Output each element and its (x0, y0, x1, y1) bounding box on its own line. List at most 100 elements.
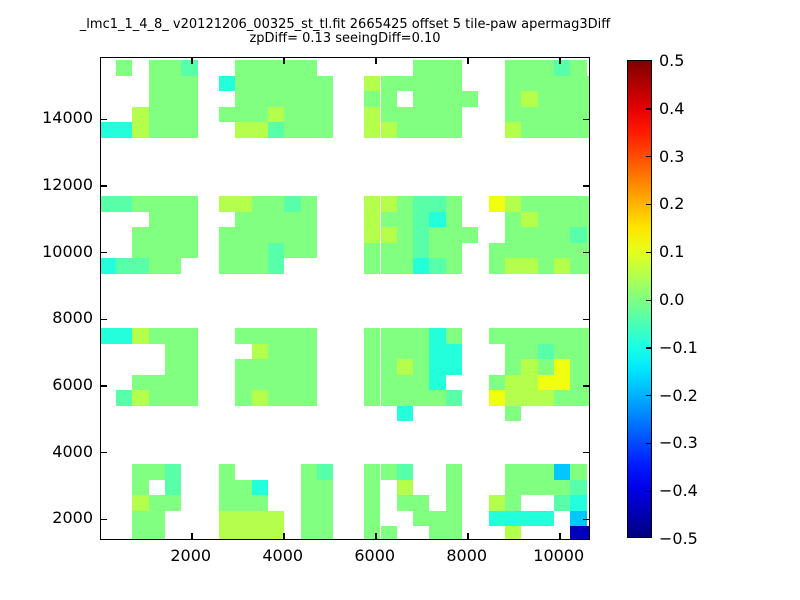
heatmap-cell (505, 405, 522, 422)
heatmap-cell (445, 495, 463, 511)
y-tick-label: 2000 (52, 508, 93, 528)
heatmap-cell (284, 91, 301, 107)
heatmap-cell (148, 328, 166, 344)
heatmap-cell (537, 106, 555, 123)
heatmap-cell (364, 390, 381, 406)
heatmap-cell (554, 464, 571, 480)
colorbar-tick-label: 0.5 (659, 51, 685, 70)
heatmap-cell (181, 390, 198, 406)
heatmap-cell (445, 242, 463, 259)
heatmap-cell (380, 196, 397, 212)
colorbar-tick-label: −0.1 (659, 337, 698, 357)
heatmap-cell (488, 390, 506, 406)
heatmap-cell (505, 196, 522, 212)
heatmap-cell (251, 227, 268, 243)
heatmap-cell (570, 343, 587, 360)
y-tick-label: 4000 (52, 441, 93, 461)
heatmap-cell (267, 196, 285, 212)
heatmap-cell (101, 196, 117, 212)
heatmap-cell (165, 227, 182, 243)
heatmap-cell (396, 464, 414, 480)
heatmap-cell (396, 479, 414, 496)
heatmap-cell (148, 196, 166, 212)
heatmap-cell (132, 479, 149, 496)
heatmap-cell (413, 60, 430, 76)
heatmap-cell (284, 359, 301, 375)
heatmap-cell (132, 242, 149, 259)
heatmap-cell (267, 122, 285, 138)
heatmap-cell (235, 211, 252, 228)
heatmap-cell (235, 526, 252, 539)
heatmap-cell (586, 106, 589, 123)
heatmap-cell (521, 343, 538, 360)
heatmap-cell (116, 60, 133, 76)
heatmap-cell (537, 60, 555, 76)
heatmap-cell (218, 196, 236, 212)
heatmap-cell (505, 91, 522, 107)
heatmap-cell (396, 328, 414, 344)
heatmap-cell (316, 75, 334, 92)
heatmap-cell (429, 258, 446, 274)
heatmap-cell (429, 328, 446, 344)
heatmap-cell (218, 106, 236, 123)
heatmap-cell (300, 359, 317, 375)
heatmap-cell (396, 374, 414, 391)
y-tick-label: 14000 (42, 108, 93, 128)
colorbar-tick (646, 156, 651, 158)
heatmap-cell (554, 495, 571, 511)
heatmap-cell (505, 106, 522, 123)
heatmap-cell (165, 495, 182, 511)
heatmap-cell (488, 258, 506, 274)
heatmap-cell (316, 526, 334, 539)
heatmap-cell (570, 526, 587, 539)
heatmap-cell (251, 122, 268, 138)
y-tick-right (583, 452, 589, 454)
heatmap-cell (364, 526, 381, 539)
heatmap-cell (445, 390, 463, 406)
heatmap-cell (554, 374, 571, 391)
colorbar-tick (646, 251, 651, 253)
heatmap-cell (267, 258, 285, 274)
heatmap-cell (537, 359, 555, 375)
heatmap-cell (570, 390, 587, 406)
heatmap-cell (505, 343, 522, 360)
heatmap-cell (396, 227, 414, 243)
heatmap-cell (165, 75, 182, 92)
colorbar-tick (646, 347, 651, 349)
heatmap-cell (235, 196, 252, 212)
heatmap-cell (521, 122, 538, 138)
heatmap-cell (380, 75, 397, 92)
heatmap-cell (364, 479, 381, 496)
colorbar-tick-label: −0.2 (659, 385, 698, 405)
heatmap-cell (505, 75, 522, 92)
heatmap-cell (554, 328, 571, 344)
heatmap-cell (300, 495, 317, 511)
y-tick-label: 12000 (42, 174, 93, 194)
heatmap-cell (429, 510, 446, 527)
heatmap-cell (181, 211, 198, 228)
heatmap-cell (521, 242, 538, 259)
heatmap-cell (429, 211, 446, 228)
heatmap-cell (445, 106, 463, 123)
heatmap-cell (570, 374, 587, 391)
heatmap-cell (429, 390, 446, 406)
heatmap-cell (148, 258, 166, 274)
heatmap-cell (445, 75, 463, 92)
heatmap-cell (300, 390, 317, 406)
x-tick-bottom (375, 533, 377, 539)
heatmap-cell (364, 122, 381, 138)
heatmap-cell (413, 359, 430, 375)
heatmap-cell (396, 343, 414, 360)
plot-title-line1: _lmc1_1_4_8_ v20121206_00325_st_tl.fit 2… (79, 17, 611, 32)
heatmap-cell (380, 227, 397, 243)
heatmap-cell (132, 526, 149, 539)
heatmap-cell (267, 359, 285, 375)
heatmap-cell (165, 343, 182, 360)
heatmap-cell (235, 510, 252, 527)
heatmap-cell (445, 359, 463, 375)
heatmap-cell (181, 374, 198, 391)
heatmap-cell (148, 510, 166, 527)
heatmap-cell (165, 211, 182, 228)
heatmap-cell (165, 122, 182, 138)
heatmap-cell (165, 374, 182, 391)
